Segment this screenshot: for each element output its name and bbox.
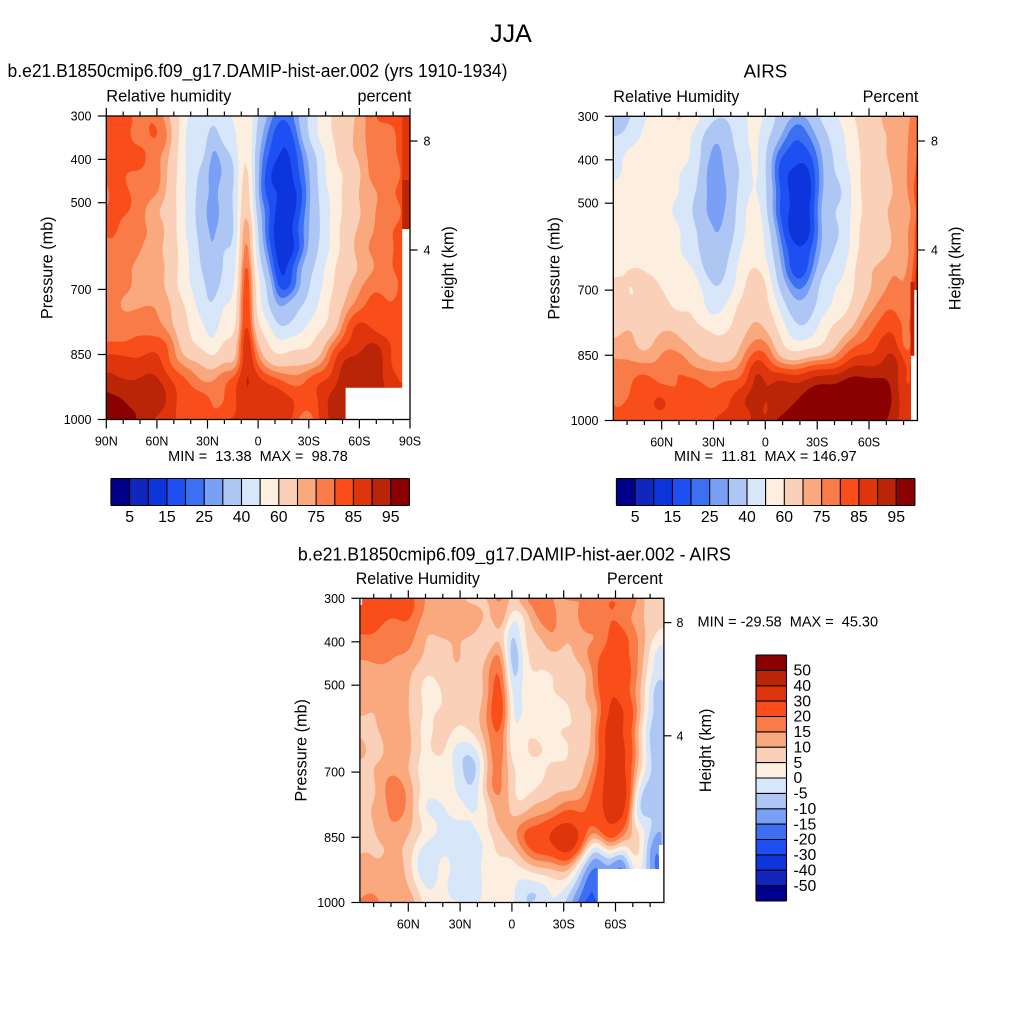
svg-text:5: 5 (125, 509, 134, 526)
svg-text:5: 5 (631, 509, 640, 526)
svg-text:85: 85 (850, 509, 868, 526)
svg-text:30N: 30N (449, 918, 472, 932)
svg-text:4: 4 (677, 729, 684, 743)
svg-text:-40: -40 (794, 863, 817, 880)
svg-text:1000: 1000 (571, 414, 599, 428)
svg-text:1000: 1000 (317, 896, 345, 910)
svg-text:8: 8 (931, 135, 938, 149)
svg-text:JJA: JJA (490, 20, 532, 48)
svg-text:500: 500 (324, 679, 345, 693)
svg-text:60N: 60N (650, 436, 673, 450)
svg-text:300: 300 (578, 110, 599, 124)
svg-text:300: 300 (71, 110, 92, 124)
svg-text:30S: 30S (298, 435, 320, 449)
svg-text:85: 85 (345, 509, 363, 526)
svg-text:20: 20 (794, 709, 812, 726)
svg-text:40: 40 (738, 509, 756, 526)
svg-text:Relative Humidity: Relative Humidity (356, 570, 481, 588)
svg-text:4: 4 (424, 244, 431, 258)
svg-text:-5: -5 (794, 786, 808, 803)
svg-text:MIN = 13.38 MAX = 98.78: MIN = 13.38 MAX = 98.78 (168, 449, 348, 465)
svg-text:850: 850 (578, 349, 599, 363)
svg-text:-10: -10 (794, 801, 817, 818)
svg-text:850: 850 (71, 348, 92, 362)
svg-text:30N: 30N (196, 435, 219, 449)
svg-text:15: 15 (664, 509, 682, 526)
svg-text:0: 0 (255, 435, 262, 449)
svg-text:15: 15 (158, 509, 176, 526)
svg-text:400: 400 (324, 635, 345, 649)
svg-text:-30: -30 (794, 847, 817, 864)
svg-text:700: 700 (578, 284, 599, 298)
svg-text:30S: 30S (806, 436, 828, 450)
svg-text:8: 8 (424, 135, 431, 149)
svg-text:75: 75 (813, 509, 831, 526)
svg-text:Relative humidity: Relative humidity (106, 88, 232, 106)
svg-text:0: 0 (762, 436, 769, 450)
svg-text:Percent: Percent (607, 570, 663, 588)
svg-text:40: 40 (233, 509, 251, 526)
svg-text:700: 700 (71, 283, 92, 297)
svg-text:MIN = -29.58 MAX = 45.30: MIN = -29.58 MAX = 45.30 (698, 615, 879, 631)
svg-text:4: 4 (931, 244, 938, 258)
svg-text:95: 95 (887, 509, 905, 526)
svg-text:percent: percent (358, 88, 412, 106)
svg-text:1000: 1000 (64, 413, 92, 427)
svg-text:0: 0 (794, 770, 803, 787)
svg-text:-20: -20 (794, 832, 817, 849)
svg-text:40: 40 (794, 678, 812, 695)
svg-text:Percent: Percent (863, 88, 919, 106)
svg-text:850: 850 (324, 831, 345, 845)
svg-text:Height (km): Height (km) (697, 709, 715, 793)
svg-text:Height (km): Height (km) (440, 226, 458, 310)
svg-text:10: 10 (794, 740, 812, 757)
svg-text:90N: 90N (95, 435, 118, 449)
svg-text:15: 15 (794, 724, 812, 741)
svg-text:25: 25 (701, 509, 719, 526)
svg-text:25: 25 (195, 509, 213, 526)
svg-text:30S: 30S (553, 918, 575, 932)
svg-text:60: 60 (776, 509, 794, 526)
svg-text:60S: 60S (858, 436, 880, 450)
svg-text:50: 50 (794, 663, 812, 680)
svg-text:Height (km): Height (km) (947, 227, 965, 311)
svg-text:-50: -50 (794, 878, 817, 895)
svg-text:Pressure (mb): Pressure (mb) (39, 217, 57, 320)
svg-text:MIN = 11.81 MAX = 146.97: MIN = 11.81 MAX = 146.97 (674, 449, 857, 465)
svg-text:60S: 60S (604, 918, 626, 932)
svg-text:0: 0 (508, 918, 515, 932)
svg-text:60S: 60S (348, 435, 370, 449)
svg-text:400: 400 (71, 153, 92, 167)
svg-text:300: 300 (324, 592, 345, 606)
svg-text:95: 95 (382, 509, 400, 526)
svg-text:Pressure (mb): Pressure (mb) (293, 699, 311, 802)
svg-text:75: 75 (307, 509, 325, 526)
svg-text:-15: -15 (794, 816, 817, 833)
svg-text:AIRS: AIRS (744, 61, 788, 82)
svg-text:400: 400 (578, 153, 599, 167)
svg-text:30: 30 (794, 693, 812, 710)
svg-text:500: 500 (578, 197, 599, 211)
svg-text:700: 700 (324, 766, 345, 780)
svg-text:90S: 90S (399, 435, 421, 449)
svg-text:b.e21.B1850cmip6.f09_g17.DAMIP: b.e21.B1850cmip6.f09_g17.DAMIP-hist-aer.… (298, 544, 731, 566)
svg-text:60N: 60N (145, 435, 168, 449)
svg-text:Relative Humidity: Relative Humidity (613, 88, 740, 106)
svg-text:b.e21.B1850cmip6.f09_g17.DAMIP: b.e21.B1850cmip6.f09_g17.DAMIP-hist-aer.… (8, 60, 508, 82)
svg-text:60N: 60N (397, 918, 420, 932)
svg-text:60: 60 (270, 509, 288, 526)
svg-text:Pressure (mb): Pressure (mb) (546, 217, 564, 320)
svg-text:30N: 30N (702, 436, 725, 450)
svg-text:5: 5 (794, 755, 803, 772)
svg-text:8: 8 (677, 616, 684, 630)
svg-text:500: 500 (71, 196, 92, 210)
